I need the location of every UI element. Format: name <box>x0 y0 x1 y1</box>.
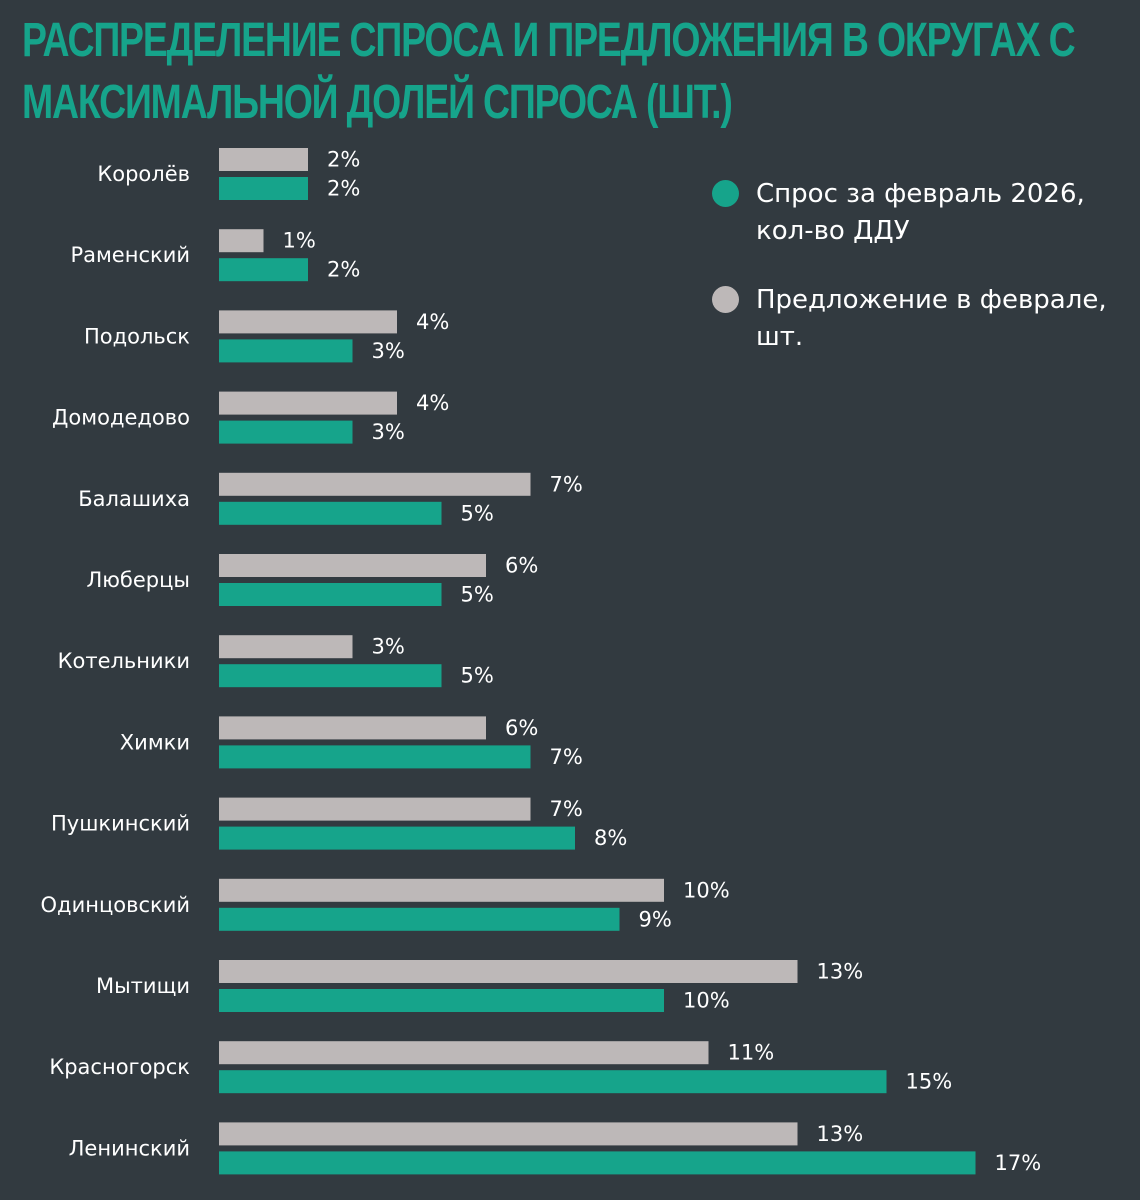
category-label: Красногорск <box>49 1055 190 1079</box>
supply-bar <box>219 716 486 740</box>
category-label: Мытищи <box>96 974 190 998</box>
category-label: Люберцы <box>86 568 190 592</box>
demand-bar <box>219 907 620 931</box>
demand-bar <box>219 826 575 850</box>
demand-bar <box>219 1070 887 1094</box>
bar-group: Раменский 1% 2% <box>70 229 360 282</box>
chart-legend: Спрос за февраль 2026, кол-во ДДУ Предло… <box>712 176 1122 388</box>
supply-value-label: 13% <box>817 1122 864 1146</box>
bar-group: Одинцовский 10% 9% <box>41 878 730 931</box>
supply-bar <box>219 554 486 577</box>
demand-bar <box>219 420 353 444</box>
category-label: Пушкинский <box>51 812 190 836</box>
supply-value-label: 13% <box>817 960 864 984</box>
bar-group: Подольск 4% 3% <box>84 310 449 363</box>
supply-value-label: 6% <box>505 554 538 578</box>
supply-value-label: 10% <box>683 878 730 902</box>
bar-group: Красногорск 11% 15% <box>49 1041 952 1094</box>
supply-value-label: 2% <box>327 148 360 172</box>
demand-value-label: 7% <box>550 745 583 769</box>
legend-label-demand-line-1: Спрос за февраль 2026, <box>756 179 1085 209</box>
category-label: Королёв <box>97 162 190 186</box>
bar-group: Мытищи 13% 10% <box>96 960 863 1013</box>
demand-bar <box>219 583 442 606</box>
bar-group: Балашиха 7% 5% <box>78 472 583 525</box>
demand-value-label: 2% <box>327 258 360 282</box>
category-label: Котельники <box>58 649 190 673</box>
demand-value-label: 3% <box>372 420 405 444</box>
category-label: Одинцовский <box>41 893 190 917</box>
demand-value-label: 10% <box>683 989 730 1013</box>
supply-bar <box>219 472 531 496</box>
supply-bar <box>219 878 664 902</box>
bar-group: Химки 6% 7% <box>120 716 583 769</box>
demand-value-label: 17% <box>995 1151 1042 1175</box>
supply-bar <box>219 391 397 415</box>
bar-group: Домодедово 4% 3% <box>52 391 449 444</box>
chart-title-line-2: МАКСИМАЛЬНОЙ ДОЛЕЙ СПРОСА (ШТ.) <box>22 76 733 129</box>
category-label: Химки <box>120 730 190 754</box>
supply-bar <box>219 960 798 983</box>
demand-bar <box>219 1151 976 1175</box>
demand-value-label: 9% <box>639 907 672 931</box>
category-label: Раменский <box>70 243 190 267</box>
supply-bar <box>219 1122 798 1146</box>
category-label: Подольск <box>84 324 190 348</box>
legend-label-demand-line-2: кол-во ДДУ <box>756 216 910 246</box>
bar-group: Люберцы 6% 5% <box>86 554 538 607</box>
supply-bar <box>219 310 397 334</box>
demand-value-label: 15% <box>906 1070 953 1094</box>
supply-bar <box>219 797 531 821</box>
supply-value-label: 3% <box>372 635 405 659</box>
demand-bar <box>219 339 353 363</box>
demand-bar <box>219 501 442 525</box>
supply-value-label: 7% <box>550 797 583 821</box>
legend-dot-demand <box>712 180 739 207</box>
supply-value-label: 4% <box>416 391 449 415</box>
demand-value-label: 5% <box>461 583 494 607</box>
supply-value-label: 1% <box>283 229 316 253</box>
supply-value-label: 11% <box>728 1041 775 1065</box>
category-label: Балашиха <box>78 487 190 511</box>
bar-group: Пушкинский 7% 8% <box>51 797 627 850</box>
legend-label-supply-line-2: шт. <box>756 322 804 352</box>
category-label: Домодедово <box>52 406 190 430</box>
demand-bar <box>219 258 308 282</box>
bar-group: Королёв 2% 2% <box>97 148 360 201</box>
legend-item-demand: Спрос за февраль 2026, кол-во ДДУ <box>712 176 1122 250</box>
demand-value-label: 5% <box>461 664 494 688</box>
supply-bar <box>219 635 353 659</box>
demand-value-label: 3% <box>372 339 405 363</box>
supply-bar <box>219 148 308 171</box>
supply-value-label: 4% <box>416 310 449 334</box>
legend-item-supply: Предложение в феврале, шт. <box>712 282 1122 356</box>
demand-bar <box>219 989 664 1012</box>
legend-dot-supply <box>712 286 739 313</box>
demand-bar <box>219 664 442 688</box>
supply-value-label: 6% <box>505 716 538 740</box>
legend-label-supply-line-1: Предложение в феврале, <box>756 285 1107 315</box>
supply-bar <box>219 229 264 253</box>
category-label: Ленинский <box>69 1136 190 1160</box>
supply-value-label: 7% <box>550 472 583 496</box>
demand-bar <box>219 177 308 200</box>
demand-value-label: 2% <box>327 177 360 201</box>
bar-group: Ленинский 13% 17% <box>69 1122 1042 1175</box>
demand-value-label: 8% <box>594 826 627 850</box>
demand-value-label: 5% <box>461 501 494 525</box>
supply-bar <box>219 1041 709 1065</box>
bar-group: Котельники 3% 5% <box>58 635 494 688</box>
demand-bar <box>219 745 531 769</box>
